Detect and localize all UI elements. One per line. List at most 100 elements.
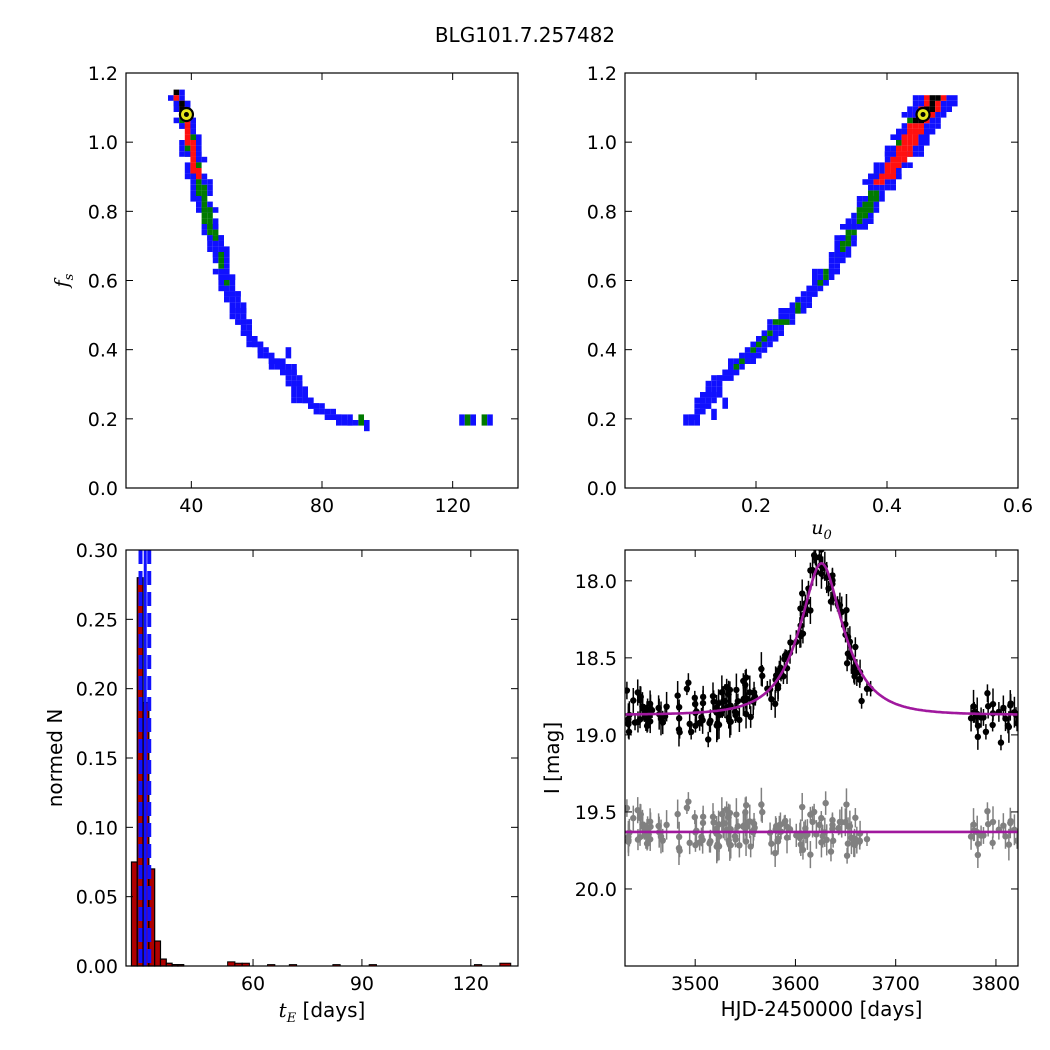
heatmap-cell — [817, 285, 824, 292]
heatmap-cell — [190, 190, 196, 196]
heatmap-cell — [901, 134, 908, 140]
heatmap-cell — [296, 375, 303, 381]
heatmap-cell — [784, 319, 790, 325]
data-point — [734, 697, 742, 705]
histogram-bar — [159, 958, 167, 967]
heatmap-cell — [190, 145, 196, 152]
heatmap-cell — [190, 140, 196, 146]
heatmap-cell — [935, 100, 941, 107]
data-point — [699, 693, 707, 701]
data-point — [675, 703, 683, 711]
figure-title: BLG101.7.257482 — [435, 23, 615, 47]
residual-point — [823, 836, 830, 844]
heatmap-cell — [901, 128, 908, 135]
residual-point — [732, 836, 739, 843]
heatmap-cell — [296, 397, 303, 404]
heatmap-cell — [196, 196, 202, 202]
heatmap-cell — [201, 229, 208, 236]
heatmap-cell — [823, 280, 829, 286]
histogram-bar — [130, 861, 138, 967]
heatmap-cell — [291, 397, 297, 404]
heatmap-cell — [778, 324, 784, 331]
data-point — [982, 728, 990, 736]
residual-point — [736, 842, 743, 849]
panel-tE-histogram: 60 90 120 0.00 0.05 0.10 0.15 0.20 0.25 0.30 norme… — [43, 540, 519, 1026]
heatmap-cell — [924, 128, 930, 135]
data-point — [768, 695, 775, 703]
heatmap-cell — [862, 207, 868, 213]
heatmap-cell — [896, 145, 902, 152]
heatmap-cell — [711, 392, 717, 398]
residual-point — [818, 814, 825, 822]
heatmap-cell — [218, 280, 224, 286]
residual-point — [746, 818, 753, 825]
heatmap-cell — [918, 151, 924, 157]
data-point — [747, 713, 754, 721]
data-point — [740, 677, 747, 685]
heatmap-cell — [235, 302, 241, 308]
heatmap-cell — [929, 95, 936, 101]
residual-point — [742, 838, 750, 845]
y-axis-label: fs — [51, 273, 77, 289]
x-tick-label: 40 — [179, 495, 203, 517]
heatmap-cell — [184, 128, 191, 135]
heatmap-cell — [308, 397, 314, 404]
heatmap-cell — [935, 123, 941, 129]
heatmap-cell — [912, 117, 919, 124]
data-point — [733, 686, 740, 694]
heatmap-cell — [896, 140, 902, 146]
residual-point — [758, 801, 765, 808]
heatmap-cell — [733, 364, 740, 370]
y-tick-label: 0.8 — [587, 201, 617, 223]
heatmap-cell — [196, 168, 202, 174]
heatmap-cell — [767, 324, 773, 331]
data-point — [807, 567, 814, 574]
heatmap-cell — [851, 240, 857, 247]
heatmap-cell — [884, 184, 891, 191]
x-axis-label: tE [days] — [279, 998, 366, 1026]
heatmap-cell — [840, 257, 846, 264]
data-point — [759, 672, 766, 680]
histogram-bars — [130, 577, 512, 967]
data-point — [843, 660, 851, 667]
x-tick-label: 3600 — [771, 973, 819, 995]
residual-point — [774, 835, 782, 842]
residual-point — [1007, 817, 1014, 825]
data-point — [631, 719, 639, 726]
heatmap-cell — [700, 392, 706, 398]
heatmap-cell — [868, 218, 874, 224]
residual-point — [625, 804, 631, 812]
heatmap-cell — [296, 380, 303, 387]
heatmap-cell — [862, 179, 868, 185]
heatmap-cell — [761, 347, 768, 353]
heatmap-cell — [952, 100, 958, 107]
y-tick-label: 0.00 — [76, 956, 118, 978]
x-axis-label: u0 — [811, 517, 832, 543]
heatmap-cell — [929, 117, 936, 124]
heatmap-cell — [761, 341, 768, 348]
heatmap-cell — [924, 100, 930, 107]
heatmap-cell — [173, 95, 180, 101]
heatmap-cell — [196, 184, 202, 191]
heatmap-cell — [212, 257, 219, 264]
heatmap-cell — [907, 140, 913, 146]
heatmap-cell — [184, 134, 191, 140]
heatmap-cell — [296, 392, 303, 398]
heatmap-cell — [179, 123, 185, 129]
heatmap-cell — [319, 408, 325, 415]
heatmap-cell — [212, 229, 219, 236]
heatmap-cell — [756, 347, 762, 353]
heatmap-cell — [207, 218, 213, 224]
data-points — [625, 550, 1018, 751]
heatmap-cell — [924, 134, 930, 140]
heatmap-cell — [229, 296, 236, 303]
data-point — [683, 685, 691, 692]
heatmap-cell — [246, 336, 252, 342]
residual-point — [846, 822, 854, 830]
residual-point — [643, 840, 651, 847]
heatmap-cell — [862, 218, 868, 224]
heatmap-cell — [190, 156, 196, 163]
lightcurve-area — [625, 550, 1018, 869]
heatmap-cell — [935, 106, 941, 112]
heatmap-cell — [184, 151, 191, 157]
